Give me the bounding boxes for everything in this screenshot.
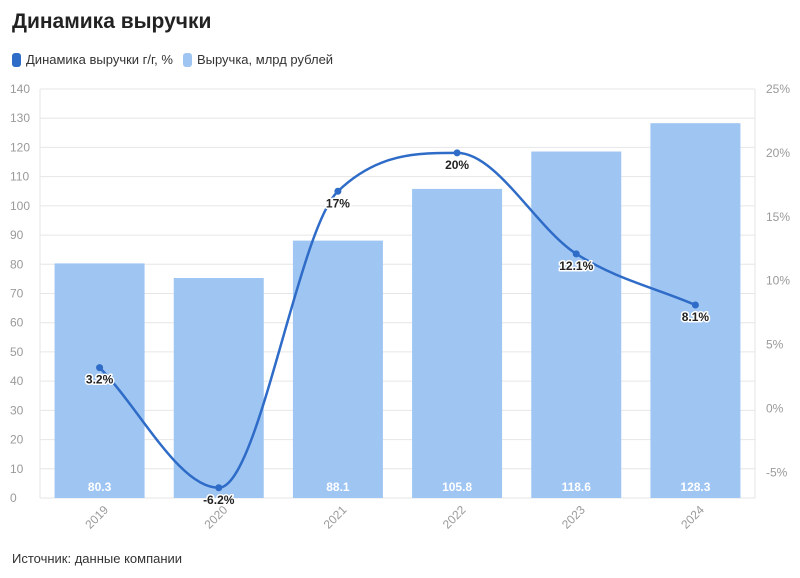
x-tick-label: 2021: [321, 503, 350, 532]
y-left-tick-label: 10: [10, 462, 24, 476]
growth-point-2019: [96, 364, 104, 372]
y-left-tick-label: 140: [10, 82, 30, 96]
legend-label-growth: Динамика выручки г/г, %: [26, 52, 173, 67]
bar-value-label: 128.3: [680, 480, 710, 494]
growth-point-2022: [453, 149, 461, 157]
y-left-tick-label: 30: [10, 403, 24, 417]
y-right-tick-label: 20%: [766, 146, 790, 160]
growth-point-2020: [215, 484, 223, 492]
bar-revenue-2022: [412, 188, 503, 499]
bar-value-label: 118.6: [562, 480, 592, 494]
bar-revenue-2021: [292, 240, 383, 499]
growth-value-label: 3.2%: [86, 373, 114, 387]
y-left-tick-label: 70: [10, 287, 24, 301]
y-right-tick-label: 10%: [766, 274, 790, 288]
x-tick-label: 2020: [202, 503, 231, 532]
x-tick-label: 2024: [678, 503, 707, 532]
growth-value-label: -6.2%: [203, 493, 235, 507]
y-right-tick-label: 15%: [766, 210, 790, 224]
legend-label-revenue: Выручка, млрд рублей: [196, 52, 334, 67]
y-left-tick-label: 110: [10, 170, 29, 184]
y-left-tick-label: 130: [10, 111, 30, 125]
y-left-tick-label: 0: [10, 491, 17, 505]
legend-item-growth: Динамика выручки г/г, %: [12, 52, 173, 67]
bar-value-label: 105.8: [442, 480, 472, 494]
growth-value-label: 17%: [326, 196, 350, 210]
x-tick-label: 2019: [82, 503, 111, 532]
bar-revenue-2023: [531, 151, 622, 499]
y-right-tick-label: 0%: [766, 402, 784, 416]
y-left-tick-label: 90: [10, 228, 24, 242]
growth-value-label: 12.1%: [559, 259, 593, 273]
legend-item-revenue: Выручка, млрд рублей: [182, 52, 334, 67]
legend-swatch-line: [12, 52, 21, 67]
y-right-tick-label: 5%: [766, 338, 784, 352]
legend: Динамика выручки г/г, % Выручка, млрд ру…: [12, 52, 343, 67]
legend-swatch-bar: [182, 52, 192, 67]
y-left-tick-label: 40: [10, 374, 24, 388]
chart-title: Динамика выручки: [12, 10, 212, 33]
growth-point-2024: [691, 301, 699, 309]
growth-value-label: 20%: [445, 158, 469, 172]
y-left-tick-label: 100: [10, 199, 30, 213]
y-left-tick-label: 60: [10, 316, 24, 330]
growth-value-label: 8.1%: [682, 310, 710, 324]
y-left-tick-label: 50: [10, 345, 24, 359]
x-tick-label: 2023: [559, 503, 588, 532]
growth-point-2023: [572, 250, 580, 258]
bar-value-label: 88.1: [326, 480, 350, 494]
bar-revenue-2020: [173, 278, 264, 498]
y-left-tick-label: 120: [10, 140, 30, 154]
bar-revenue-2024: [650, 123, 741, 498]
y-left-tick-label: 80: [10, 257, 24, 271]
x-tick-label: 2022: [440, 503, 469, 532]
y-left-tick-label: 20: [10, 433, 24, 447]
y-right-tick-label: -5%: [766, 465, 788, 479]
growth-point-2021: [334, 187, 342, 195]
y-right-tick-label: 25%: [766, 82, 790, 96]
source-note: Источник: данные компании: [12, 551, 183, 566]
bar-value-label: 80.3: [88, 480, 112, 494]
bar-revenue-2019: [54, 263, 145, 498]
